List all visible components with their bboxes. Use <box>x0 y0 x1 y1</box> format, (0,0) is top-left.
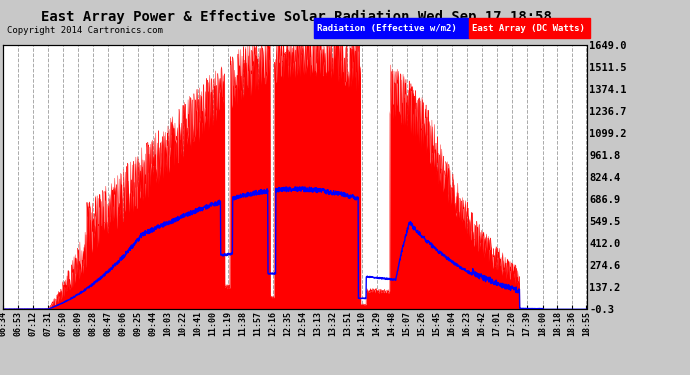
Text: Radiation (Effective w/m2): Radiation (Effective w/m2) <box>317 24 457 33</box>
Text: Copyright 2014 Cartronics.com: Copyright 2014 Cartronics.com <box>7 26 163 35</box>
Text: East Array (DC Watts): East Array (DC Watts) <box>472 24 585 33</box>
Text: East Array Power & Effective Solar Radiation Wed Sep 17 18:58: East Array Power & Effective Solar Radia… <box>41 9 552 24</box>
